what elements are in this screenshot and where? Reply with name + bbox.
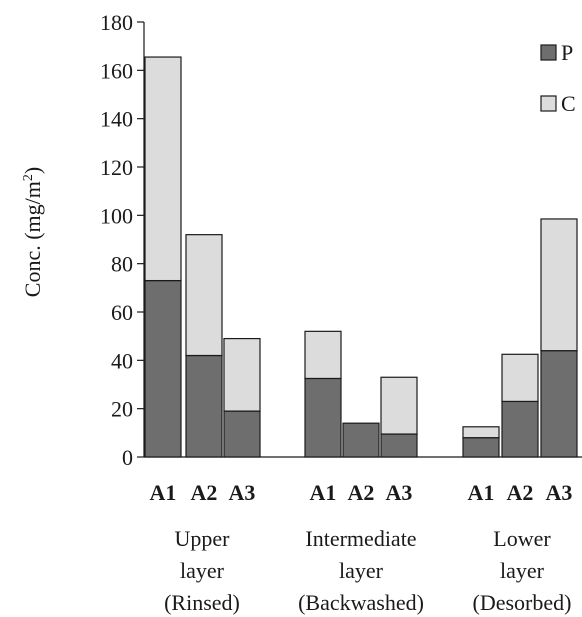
x-axis-labels: A1 A2 A3 Upper layer (Rinsed) A1 A2 A3 Intermedia… [150,480,573,615]
group-label: Lower [493,526,551,551]
y-tick-label: 0 [122,445,133,470]
bar-segment-p [380,433,418,458]
x-tick-label: A1 [468,480,495,505]
x-tick-label: A1 [150,480,177,505]
x-tick-label: A3 [229,480,256,505]
bar-segment-p [304,377,342,458]
group-label: layer [500,558,545,583]
bars [144,56,578,458]
bar-segment-p [540,350,578,458]
bar-segment-c [540,218,578,352]
group-label: (Backwashed) [298,590,424,615]
x-tick-label: A3 [386,480,413,505]
legend-swatch [540,95,557,112]
legend-label: C [561,91,576,116]
y-tick-label: 80 [111,252,133,277]
group-label: (Rinsed) [164,590,240,615]
bar-segment-c [185,234,223,357]
group-label: layer [339,558,384,583]
y-tick-label: 160 [100,58,133,83]
x-tick-label: A2 [507,480,534,505]
y-tick-label: 140 [100,107,133,132]
y-tick-label: 40 [111,348,133,373]
bar-segment-c [144,56,182,282]
y-tick-label: 20 [111,397,133,422]
x-tick-label: A3 [546,480,573,505]
bar-segment-c [380,376,418,435]
legend-swatch [540,44,557,61]
x-tick-label: A2 [348,480,375,505]
group-label: (Desorbed) [473,590,572,615]
y-axis-label: Conc. (mg/m2) [20,167,45,297]
x-tick-label: A1 [310,480,337,505]
bar-segment-c [304,330,342,380]
y-tick-label: 180 [100,10,133,35]
legend: PC [540,40,576,116]
bar-segment-p [185,354,223,458]
group-label: layer [180,558,225,583]
bar-segment-p [462,437,500,458]
bar-segment-p [144,279,182,458]
bar-segment-c [501,353,539,403]
y-tick-label: 60 [111,300,133,325]
group-label: Intermediate [305,526,416,551]
bar-segment-p [501,400,539,458]
bar-segment-p [223,410,261,458]
bar-segment-p [342,422,380,458]
bar-segment-c [223,337,261,412]
legend-label: P [561,40,573,65]
y-tick-label: 100 [100,203,133,228]
y-tick-label: 120 [100,155,133,180]
bar-segment-c [462,426,500,439]
y-axis: 0 20 40 60 80 100 120 140 160 180 [100,10,582,470]
x-tick-label: A2 [191,480,218,505]
group-label: Upper [175,526,231,551]
